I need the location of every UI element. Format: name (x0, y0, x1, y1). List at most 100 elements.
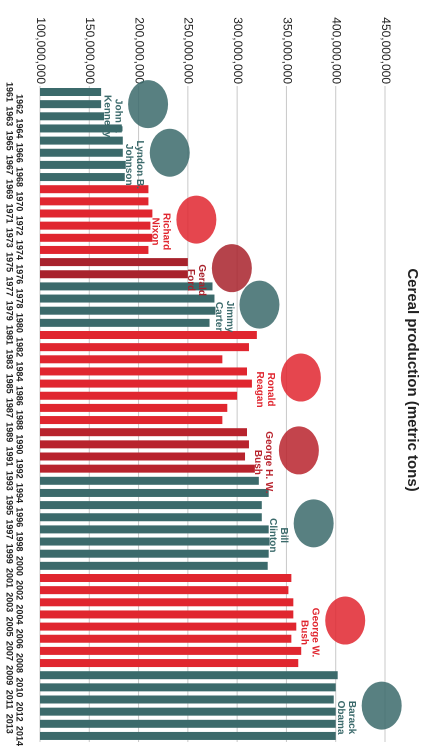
bar (40, 464, 255, 473)
x-tick-label: 2001 (5, 568, 15, 588)
bar (40, 173, 125, 182)
bar (40, 416, 223, 425)
y-tick-label: 450,000,000 (379, 17, 393, 84)
y-tick-label: 100,000,000 (34, 17, 48, 84)
bar (40, 306, 216, 315)
x-tick-label: 2014 (15, 726, 25, 746)
president-label: Richard (161, 213, 172, 250)
president-label: George W. (310, 608, 321, 658)
y-tick-label: 150,000,000 (83, 17, 97, 84)
x-tick-label: 1995 (5, 495, 15, 515)
x-tick-label: 2013 (5, 714, 15, 734)
president-label: Kennedy (101, 95, 112, 138)
president-label: George H. W. (263, 431, 274, 493)
bar (40, 488, 269, 497)
x-tick-label: 1986 (15, 386, 25, 406)
president-label: Lyndon B. (134, 140, 145, 189)
bar (40, 209, 153, 218)
bar (40, 622, 297, 631)
y-tick-label: 250,000,000 (182, 17, 196, 84)
x-tick-label: 2006 (15, 629, 25, 649)
x-tick-label: 1974 (15, 240, 25, 260)
x-tick-label: 1972 (15, 216, 25, 236)
portrait (293, 499, 334, 548)
president-label: Bill (278, 528, 289, 544)
x-tick-label: 1992 (15, 459, 25, 479)
bar (40, 148, 123, 157)
x-tick-label: 1983 (5, 349, 15, 369)
bar (40, 136, 123, 145)
portrait (176, 195, 217, 244)
bar (40, 331, 257, 339)
x-tick-label: 2007 (5, 641, 15, 661)
x-tick-label: 1990 (15, 434, 25, 454)
president-label: Johnson (123, 144, 134, 186)
x-tick-label: 1969 (5, 179, 15, 199)
x-tick-label: 1970 (15, 191, 25, 211)
bar (40, 379, 252, 388)
bar (40, 440, 249, 449)
x-tick-label: 1988 (15, 410, 25, 430)
x-tick-label: 2000 (15, 556, 25, 576)
president-label: Bush (299, 620, 310, 645)
x-tick-label: 1994 (15, 483, 25, 503)
bar (40, 646, 302, 655)
bar (40, 100, 102, 109)
president-label: Obama (335, 701, 346, 735)
x-tick-label: 1968 (15, 167, 25, 187)
bar (40, 513, 262, 522)
chart-title: Cereal production (metric tons) (404, 268, 421, 491)
x-tick-label: 2008 (15, 653, 25, 673)
x-tick-label: 1979 (5, 301, 15, 321)
x-tick-label: 2011 (5, 690, 15, 710)
portrait (325, 596, 366, 645)
x-tick-label: 2012 (15, 702, 25, 722)
x-tick-label: 1982 (15, 337, 25, 357)
portrait (239, 280, 280, 329)
y-tick-label: 350,000,000 (280, 17, 294, 84)
y-tick-label: 400,000,000 (330, 17, 344, 84)
bar (40, 574, 292, 582)
bar (40, 452, 246, 461)
bar (40, 695, 334, 704)
x-tick-label: 2002 (15, 580, 25, 600)
president-label: Clinton (267, 518, 278, 552)
bar (40, 525, 269, 534)
x-tick-label: 1998 (15, 532, 25, 552)
bar (40, 391, 238, 400)
x-tick-label: 1975 (5, 252, 15, 272)
x-tick-label: 2003 (5, 592, 15, 612)
bar (40, 403, 228, 412)
x-tick-label: 1980 (15, 313, 25, 333)
x-tick-label: 1967 (5, 155, 15, 175)
bar (40, 88, 102, 96)
bar (40, 197, 149, 206)
bar (40, 343, 249, 352)
bar (40, 221, 151, 230)
bar (40, 537, 270, 546)
x-tick-label: 1989 (5, 422, 15, 442)
bar (40, 719, 336, 728)
bar (40, 634, 292, 643)
x-tick-label: 1993 (5, 471, 15, 491)
y-tick-label: 200,000,000 (132, 17, 146, 84)
bar (40, 185, 149, 194)
president-label: Carter (213, 302, 224, 332)
portrait (361, 681, 402, 730)
portrait (211, 244, 252, 293)
bar (40, 561, 268, 570)
x-tick-label: 1999 (5, 544, 15, 564)
bar (40, 355, 223, 364)
x-tick-label: 1977 (5, 276, 15, 296)
bar (40, 367, 247, 376)
bar (40, 270, 188, 279)
bar (40, 610, 294, 619)
bar (40, 501, 262, 510)
x-tick-label: 2005 (5, 617, 15, 637)
portrait (128, 80, 169, 129)
president-label: Bush (252, 450, 263, 475)
x-tick-label: 1997 (5, 519, 15, 539)
bar (40, 671, 338, 680)
bar (40, 549, 269, 558)
